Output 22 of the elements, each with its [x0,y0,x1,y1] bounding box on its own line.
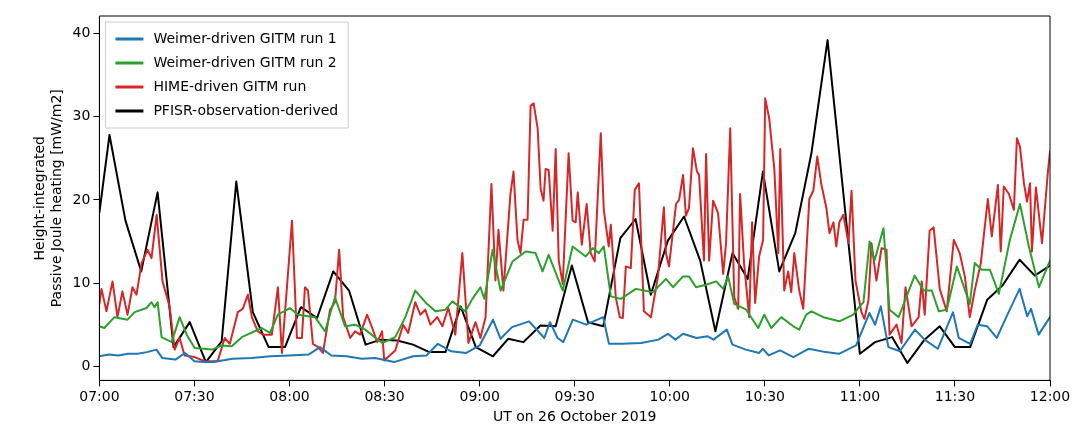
x-tick-label: 11:30 [934,388,976,405]
x-tick-label: 12:00 [1029,388,1071,405]
x-tick-label: 09:00 [459,388,500,405]
x-tick-label: 08:00 [269,388,310,405]
y-tick-label: 40 [72,24,91,41]
legend-label: Weimer-driven GITM run 2 [153,53,337,70]
x-tick-label: 07:00 [79,388,120,405]
y-tick-label: 10 [72,273,91,290]
y-tick-label: 20 [72,190,91,207]
y-tick-label: 0 [81,356,91,373]
legend-label: HIME-driven GITM run [153,77,307,94]
y-axis-title: Height-integrated Passive Joule heating [mW/m2] [31,89,64,308]
x-tick-label: 10:30 [744,388,785,405]
x-axis-title: UT on 26 October 2019 [492,408,657,425]
x-tick-label: 07:30 [174,388,215,405]
x-tick-label: 09:30 [554,388,595,405]
legend-label: Weimer-driven GITM run 1 [153,29,337,46]
x-tick-label: 11:00 [839,388,881,405]
legend-label: PFISR-observation-derived [153,101,339,118]
x-tick-label: 08:30 [364,388,405,405]
x-tick-label: 10:00 [649,388,690,405]
y-tick-label: 30 [72,107,91,124]
